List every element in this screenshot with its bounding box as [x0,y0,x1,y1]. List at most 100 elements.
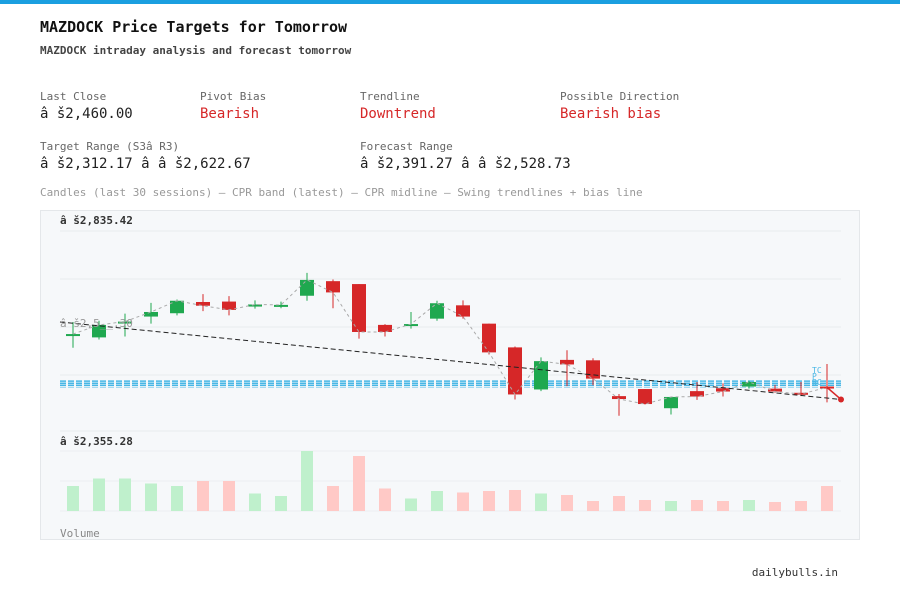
candle-body [196,301,210,306]
cpr-level-label: P [812,372,817,381]
candle [534,357,548,392]
volume-bar [561,495,573,511]
trendline-value: Downtrend [360,106,436,122]
candle [248,300,262,309]
price-axis-top-label: â š2,835.42 [60,214,133,227]
volume-bar [483,491,495,511]
volume-bar [93,478,105,511]
target-range-label: Target Range (S3â R3) [40,140,180,153]
volume-bar [769,502,781,511]
last-close-value: â š2,460.00 [40,106,133,122]
candle-body [378,324,392,332]
candle-body [92,324,106,338]
candle-body [66,334,80,337]
candle-body [404,324,418,327]
candle-body [326,281,340,293]
chart-legend-note: Candles (last 30 sessions) – CPR band (l… [40,186,643,199]
candle [274,301,288,309]
volume-bar [535,493,547,511]
candle [326,279,340,309]
volume-bar [587,501,599,511]
volume-bar [67,486,79,511]
possible-direction-value: Bearish bias [560,106,662,122]
volume-bar [145,483,157,511]
candle [430,300,444,321]
candle [560,350,574,387]
volume-bar [457,492,469,511]
volume-bars [67,451,833,511]
candle [66,321,80,348]
volume-bar [405,498,417,511]
candle-body [456,305,470,317]
price-axis-bottom-label: â š2,355.28 [60,435,133,448]
candle [716,383,730,397]
forecast-range-label: Forecast Range [360,140,453,153]
candle-body [742,381,756,387]
candle [742,380,756,389]
swing-trendline [59,321,842,400]
candle-body [508,347,522,395]
candle [352,284,366,339]
candle-body [352,284,366,332]
volume-bar [275,496,287,511]
pivot-bias-label: Pivot Bias [200,90,267,103]
candle [794,381,808,397]
cpr-level-label: TC [812,366,822,375]
volume-bar [379,488,391,511]
candle [456,300,470,319]
candle-body [118,321,132,324]
candle-body [794,392,808,395]
cpr-level-label: BC [812,378,822,387]
candle-body [274,304,288,307]
candle-body [144,311,158,317]
volume-bar [639,500,651,511]
volume-bar [249,493,261,511]
candle [118,313,132,337]
candle [612,394,626,416]
volume-axis-label: Volume [60,527,100,539]
candle-body [430,303,444,319]
candle-body [560,359,574,365]
volume-bar [353,456,365,511]
candle-body [222,301,236,310]
candle-body [716,388,730,392]
page-subtitle: MAZDOCK intraday analysis and forecast t… [40,44,352,57]
candle [300,272,314,301]
volume-bar [821,486,833,511]
pivot-bias-value: Bearish [200,106,260,122]
trendline-label: Trendline [360,90,420,103]
target-range-value: â š2,312.17 â â š2,622.67 [40,156,251,172]
volume-bar [717,501,729,511]
candle-body [690,391,704,397]
volume-bar [197,481,209,511]
candle [404,311,418,329]
candle [508,346,522,400]
volume-bar [119,478,131,511]
candle [378,324,392,337]
candle-body [768,388,782,392]
candle [144,302,158,324]
candle-body [586,360,600,379]
volume-bar [795,501,807,511]
volume-bar [509,490,521,511]
bias-end-marker [838,396,844,403]
close-connector-line [72,279,828,405]
candle [664,396,678,415]
candle-body [664,396,678,409]
candle-body [170,300,184,314]
volume-bar [223,481,235,511]
volume-bar [691,500,703,511]
possible-direction-label: Possible Direction [560,90,680,103]
candle-body [612,396,626,400]
candle-body [482,323,496,353]
footer-brand: dailybulls.in [751,566,838,579]
price-axis-mid-label: â š2,5__.30 [60,317,133,330]
chart-panel: TC P BC â š2,835.42 â š2,5__.30 â š2,355.2… [40,210,860,540]
candles [66,272,834,416]
candle [170,299,184,316]
candle [482,323,496,355]
candle [638,389,652,405]
volume-bar [327,486,339,511]
volume-bar [665,501,677,511]
candle-body [638,389,652,405]
